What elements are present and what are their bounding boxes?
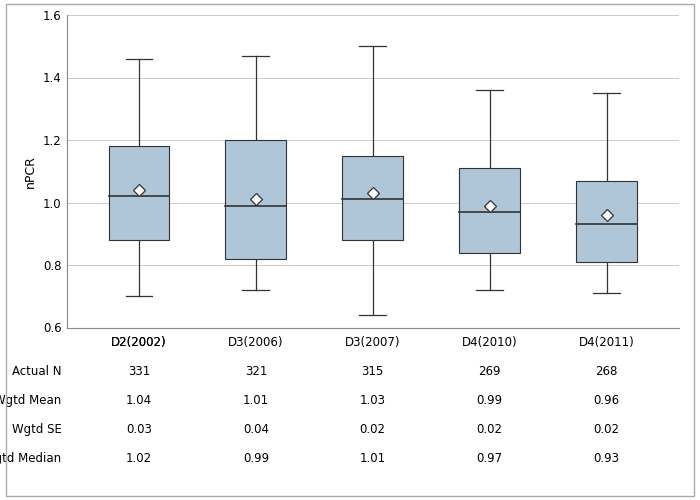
Text: 269: 269 — [478, 365, 501, 378]
Bar — [459, 168, 520, 252]
Text: 331: 331 — [128, 365, 150, 378]
Text: 1.04: 1.04 — [126, 394, 152, 407]
Text: 0.93: 0.93 — [594, 452, 620, 465]
Text: 0.99: 0.99 — [477, 394, 503, 407]
Text: 0.02: 0.02 — [360, 423, 386, 436]
Text: 0.02: 0.02 — [594, 423, 620, 436]
Text: 315: 315 — [362, 365, 384, 378]
Text: 1.02: 1.02 — [126, 452, 152, 465]
Bar — [225, 140, 286, 259]
Y-axis label: nPCR: nPCR — [25, 155, 37, 188]
Text: Actual N: Actual N — [12, 365, 62, 378]
Text: 1.01: 1.01 — [360, 452, 386, 465]
Text: 0.99: 0.99 — [243, 452, 269, 465]
Text: 0.04: 0.04 — [243, 423, 269, 436]
Bar — [108, 146, 169, 240]
Text: 1.03: 1.03 — [360, 394, 386, 407]
Text: 268: 268 — [595, 365, 617, 378]
Text: 1.01: 1.01 — [243, 394, 269, 407]
Bar — [342, 156, 403, 240]
Text: D3(2007): D3(2007) — [345, 336, 400, 349]
Text: 321: 321 — [245, 365, 267, 378]
Text: 0.97: 0.97 — [477, 452, 503, 465]
Text: 0.02: 0.02 — [477, 423, 503, 436]
Text: D2(2002): D2(2002) — [111, 336, 167, 349]
Text: D4(2010): D4(2010) — [462, 336, 517, 349]
Text: D3(2006): D3(2006) — [228, 336, 284, 349]
Text: Wgtd Median: Wgtd Median — [0, 452, 62, 465]
Text: D2(2002): D2(2002) — [111, 336, 167, 349]
Text: Wgtd Mean: Wgtd Mean — [0, 394, 62, 407]
Text: Wgtd SE: Wgtd SE — [12, 423, 62, 436]
Text: 0.96: 0.96 — [594, 394, 620, 407]
Bar — [576, 180, 637, 262]
Text: 0.03: 0.03 — [126, 423, 152, 436]
Text: D4(2011): D4(2011) — [579, 336, 634, 349]
